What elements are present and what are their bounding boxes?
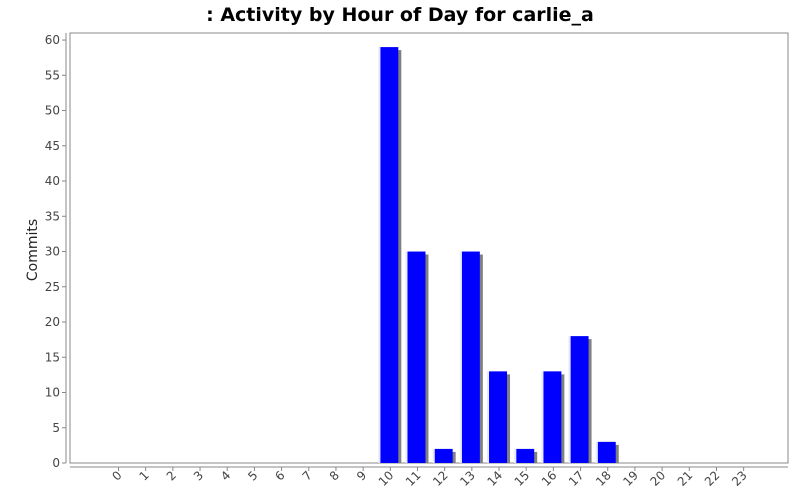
bar-highlight bbox=[541, 371, 544, 463]
x-tick-label: 0 bbox=[109, 468, 124, 483]
bars bbox=[378, 47, 619, 464]
bar-highlight bbox=[378, 47, 381, 464]
bar-highlight bbox=[514, 448, 517, 463]
bar bbox=[380, 47, 399, 464]
y-tick-label: 30 bbox=[45, 245, 60, 259]
x-tick-label: 20 bbox=[648, 468, 669, 489]
bar bbox=[543, 371, 562, 463]
y-tick-label: 20 bbox=[45, 315, 60, 329]
x-tick-label: 3 bbox=[191, 468, 206, 483]
y-tick-label: 50 bbox=[45, 104, 60, 118]
y-axis-label: Commits bbox=[25, 219, 41, 281]
bar bbox=[461, 251, 480, 463]
y-tick-label: 35 bbox=[45, 209, 60, 223]
bar bbox=[570, 336, 589, 463]
plot-area bbox=[69, 32, 789, 464]
y-tick-label: 5 bbox=[52, 421, 60, 435]
bar-highlight bbox=[405, 251, 408, 463]
x-tick-label: 21 bbox=[675, 468, 696, 489]
x-tick-label: 11 bbox=[403, 468, 424, 489]
x-tick-label: 8 bbox=[327, 468, 342, 483]
bar bbox=[407, 251, 426, 463]
x-tick-label: 6 bbox=[272, 468, 287, 483]
bar bbox=[434, 448, 453, 463]
x-tick-label: 12 bbox=[430, 468, 451, 489]
bar-highlight bbox=[595, 441, 598, 463]
y-axis-ticks: 0 5 10 15 20 25 30 35 40 45 50 55 60 bbox=[45, 33, 66, 470]
x-tick-label: 2 bbox=[164, 468, 179, 483]
x-tick-label: 16 bbox=[539, 468, 560, 489]
y-tick-label: 40 bbox=[45, 174, 60, 188]
x-tick-label: 19 bbox=[620, 468, 641, 489]
bar-highlight bbox=[568, 336, 571, 463]
chart-title: : Activity by Hour of Day for carlie_a bbox=[206, 4, 594, 26]
x-tick-label: 1 bbox=[136, 468, 151, 483]
y-tick-label: 60 bbox=[45, 33, 60, 47]
bar-highlight bbox=[487, 371, 490, 463]
x-tick-label: 5 bbox=[245, 468, 260, 483]
x-tick-label: 17 bbox=[566, 468, 587, 489]
y-tick-label: 45 bbox=[45, 139, 60, 153]
bar-highlight bbox=[459, 251, 462, 463]
x-tick-label: 10 bbox=[376, 468, 397, 489]
x-tick-label: 23 bbox=[729, 468, 750, 489]
y-tick-label: 10 bbox=[45, 386, 60, 400]
x-tick-label: 22 bbox=[702, 468, 723, 489]
bar bbox=[516, 448, 535, 463]
x-tick-label: 13 bbox=[457, 468, 478, 489]
bar-highlight bbox=[432, 448, 435, 463]
x-tick-label: 14 bbox=[484, 468, 505, 489]
bar bbox=[597, 441, 616, 463]
x-tick-label: 7 bbox=[300, 468, 315, 483]
x-tick-label: 15 bbox=[512, 468, 533, 489]
x-tick-label: 9 bbox=[354, 468, 369, 483]
y-tick-label: 15 bbox=[45, 350, 60, 364]
y-tick-label: 25 bbox=[45, 280, 60, 294]
x-axis-ticks: 0 1 2 3 4 5 6 7 8 9 10 11 12 13 14 15 16 17 18 19 20 21 22 23 bbox=[109, 467, 750, 489]
y-tick-label: 0 bbox=[52, 456, 60, 470]
x-tick-label: 18 bbox=[593, 468, 614, 489]
y-tick-label: 55 bbox=[45, 68, 60, 82]
x-tick-label: 4 bbox=[218, 468, 233, 483]
bar bbox=[489, 371, 508, 463]
